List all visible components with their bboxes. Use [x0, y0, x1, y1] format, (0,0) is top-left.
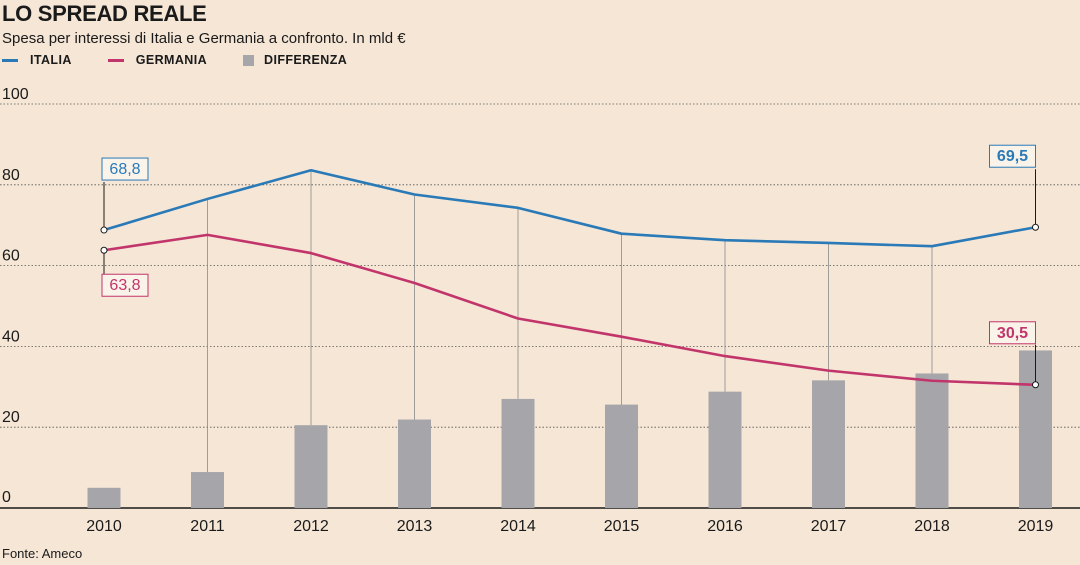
bar-differenza [915, 373, 949, 508]
legend-item-italia: ITALIA [2, 53, 72, 67]
line-layer [103, 168, 1036, 387]
bar-differenza [812, 380, 845, 508]
callout-box [101, 157, 149, 181]
bar-differenza [398, 419, 431, 508]
y-tick-label: 80 [2, 167, 20, 184]
bar-differenza [605, 404, 638, 508]
bar-differenza [708, 391, 742, 508]
callout-box [989, 144, 1036, 168]
source-note: Fonte: Ameco [2, 546, 83, 561]
y-tick-label: 20 [2, 409, 20, 426]
legend-swatch-differenza [243, 54, 255, 66]
bar-differenza [87, 487, 121, 508]
bar-layer [87, 350, 1052, 508]
legend-label-italia: ITALIA [30, 53, 72, 67]
x-tick-label: 2019 [1018, 518, 1054, 535]
legend-swatch-italia [2, 58, 18, 62]
callout-label: 68,8 [109, 161, 140, 178]
legend: ITALIA GERMANIA DIFFERENZA [2, 53, 383, 67]
line-italia [103, 168, 1036, 248]
bar-differenza [191, 472, 224, 508]
legend-label-differenza: DIFFERENZA [264, 53, 348, 67]
x-tick-label: 2017 [811, 518, 847, 535]
x-tick-label: 2018 [914, 518, 950, 535]
y-tick-label: 0 [2, 489, 11, 506]
dropline-layer [207, 170, 933, 473]
y-tick-label: 40 [2, 328, 20, 345]
x-tick-label: 2010 [86, 518, 122, 535]
chart-subtitle: Spesa per interessi di Italia e Germania… [2, 30, 406, 47]
callout-marker [1032, 223, 1039, 231]
bar-differenza [294, 425, 328, 508]
callout-marker [1032, 381, 1039, 389]
annotation-layer: 68,8 63,8 69,5 30,5 [100, 144, 1039, 389]
x-tick-label: 2014 [500, 518, 536, 535]
x-tick-layer: 2010 2011 2012 2013 2014 2015 2016 2017 2018 2019 [86, 518, 1053, 535]
legend-label-germania: GERMANIA [135, 53, 208, 67]
callout-box [989, 321, 1036, 345]
legend-item-germania: GERMANIA [107, 53, 208, 67]
chart-title: LO SPREAD REALE [2, 1, 207, 26]
line-germania [103, 233, 1036, 387]
callout-marker [100, 226, 108, 234]
x-tick-label: 2013 [397, 518, 433, 535]
legend-item-differenza: DIFFERENZA [243, 53, 347, 67]
callout-label: 63,8 [109, 277, 140, 294]
legend-swatch-germania [107, 58, 124, 62]
callout-box [101, 273, 149, 297]
callout-marker [100, 246, 108, 254]
y-tick-label: 60 [2, 248, 20, 265]
x-tick-label: 2011 [190, 518, 225, 535]
x-tick-label: 2016 [707, 518, 743, 535]
callout-label: 69,5 [997, 148, 1028, 165]
bar-differenza [501, 398, 535, 508]
x-tick-label: 2012 [293, 518, 329, 535]
callout-label: 30,5 [997, 325, 1028, 342]
x-tick-label: 2015 [604, 518, 640, 535]
grid-layer: 0 20 40 60 80 100 [0, 86, 1080, 509]
y-tick-label: 100 [2, 86, 29, 103]
